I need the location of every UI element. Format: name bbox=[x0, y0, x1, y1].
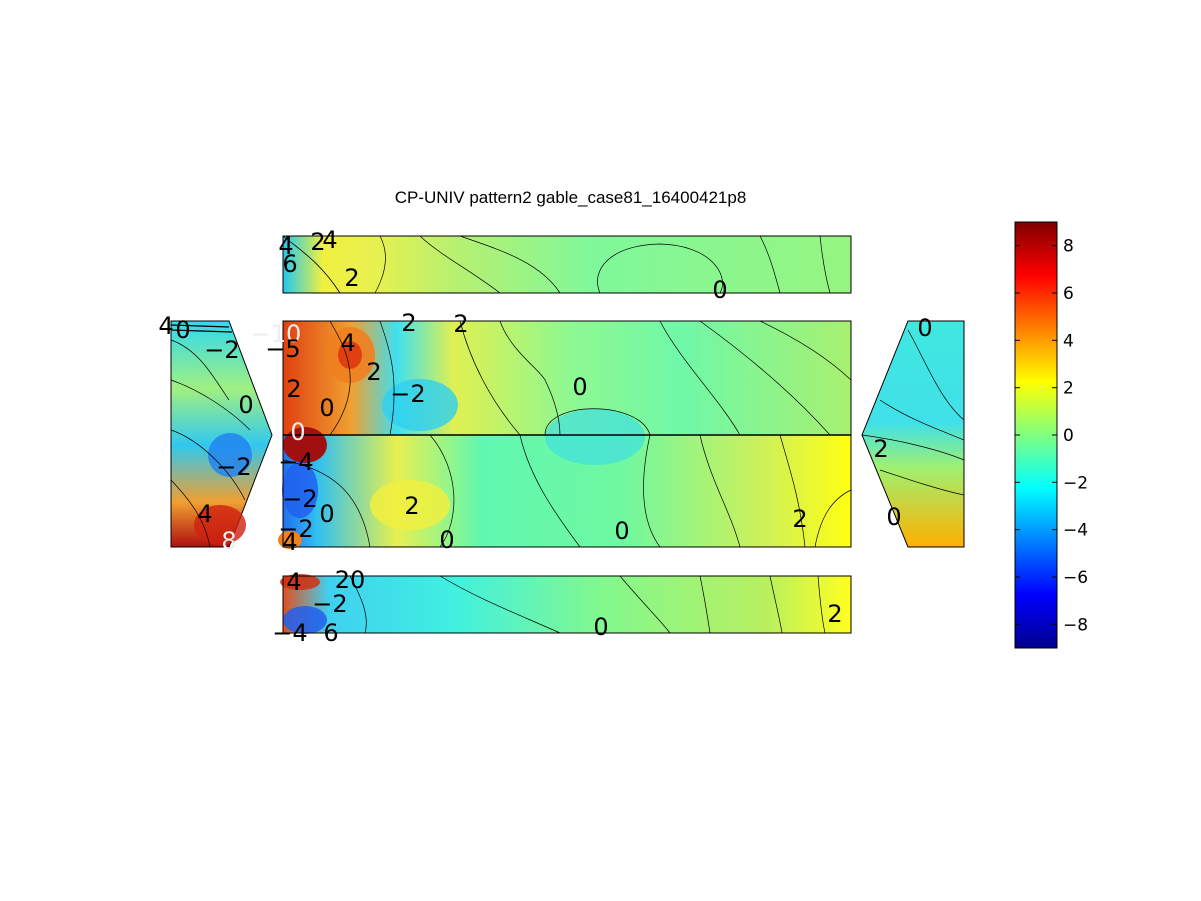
contour-label-main-wall: −2 bbox=[278, 515, 313, 543]
colorbar-tick-label: −2 bbox=[1063, 473, 1088, 493]
contour-label-top-roof-strip: 4 bbox=[322, 226, 337, 254]
contour-label-left-gable: 4 bbox=[197, 500, 212, 528]
colorbar-tick-label: −6 bbox=[1063, 568, 1088, 588]
contour-label-main-wall: −4 bbox=[278, 448, 313, 476]
contour-label-main-wall: 4 bbox=[340, 329, 355, 357]
contour-label-main-wall: 2 bbox=[404, 492, 419, 520]
contour-label-main-wall: 0 bbox=[290, 418, 305, 446]
colorbar-tick-label: 4 bbox=[1063, 331, 1074, 351]
contour-label-main-wall: 0 bbox=[572, 373, 587, 401]
contour-label-main-wall: 0 bbox=[614, 517, 629, 545]
panel-bottom-strip bbox=[280, 574, 852, 634]
contour-label-left-gable: −2 bbox=[204, 336, 239, 364]
contour-label-main-wall: 2 bbox=[453, 310, 468, 338]
contour-label-bottom-roof-strip: 20 bbox=[335, 566, 366, 594]
contour-label-main-wall: −2 bbox=[282, 485, 317, 513]
contour-label-main-wall: 4 bbox=[282, 528, 297, 556]
contour-label-left-gable: 8 bbox=[221, 527, 236, 555]
contour-label-bottom-roof-strip: 2 bbox=[827, 600, 842, 628]
contour-label-right-gable: 0 bbox=[886, 503, 901, 531]
contour-label-main-wall: 2 bbox=[366, 358, 381, 386]
chart-title: CP-UNIV pattern2 gable_case81_16400421p8 bbox=[394, 188, 747, 207]
colorbar-tick-label: −4 bbox=[1063, 521, 1088, 541]
panel-right-gable bbox=[861, 320, 965, 548]
contour-label-bottom-roof-strip: −2 bbox=[312, 590, 347, 618]
contour-label-left-gable: −2 bbox=[216, 453, 251, 481]
contour-label-main-wall: 0 bbox=[319, 394, 334, 422]
colorbar-tick-label: 0 bbox=[1063, 426, 1074, 446]
contour-label-top-roof-strip: 2 bbox=[344, 264, 359, 292]
contour-label-main-wall: 2 bbox=[792, 505, 807, 533]
contour-label-top-roof-strip: 0 bbox=[712, 276, 727, 304]
contour-label-main-wall: 2 bbox=[401, 309, 416, 337]
contour-label-left-gable: 0 bbox=[238, 391, 253, 419]
colorbar-tick-label: 8 bbox=[1063, 237, 1074, 257]
contour-label-main-wall: −2 bbox=[390, 380, 425, 408]
contour-label-main-wall: 2 bbox=[286, 375, 301, 403]
contour-label-bottom-roof-strip: 4 bbox=[286, 568, 301, 596]
contour-label-left-gable: 0 bbox=[175, 316, 190, 344]
contour-label-bottom-roof-strip: 6 bbox=[323, 619, 338, 647]
panel-main-wall bbox=[278, 320, 852, 549]
contour-label-right-gable: 2 bbox=[873, 435, 888, 463]
contour-label-bottom-roof-strip: 0 bbox=[593, 613, 608, 641]
contour-label-main-wall: −5 bbox=[265, 335, 300, 363]
contour-label-main-wall: 0 bbox=[439, 526, 454, 554]
contour-label-main-wall: 0 bbox=[319, 500, 334, 528]
contour-label-main-wall: −10 bbox=[251, 320, 302, 348]
contour-label-top-roof-strip: 6 bbox=[282, 250, 297, 278]
contour-label-top-roof-strip: 4 bbox=[278, 232, 293, 260]
contour-label-left-gable: 4 bbox=[158, 312, 173, 340]
colorbar-tick-label: 6 bbox=[1063, 284, 1074, 304]
panel-top-strip bbox=[282, 235, 852, 294]
colorbar: 8 6 4 2 0 −2 −4 −6 −8 bbox=[1014, 221, 1088, 649]
colorbar-tick-label: −8 bbox=[1063, 615, 1088, 635]
contour-label-right-gable: 0 bbox=[917, 314, 932, 342]
contour-label-bottom-roof-strip: −4 bbox=[272, 619, 307, 647]
contour-label-top-roof-strip: 2 bbox=[310, 228, 325, 256]
colorbar-tick-label: 2 bbox=[1063, 379, 1074, 399]
panel-left-gable bbox=[170, 320, 273, 548]
